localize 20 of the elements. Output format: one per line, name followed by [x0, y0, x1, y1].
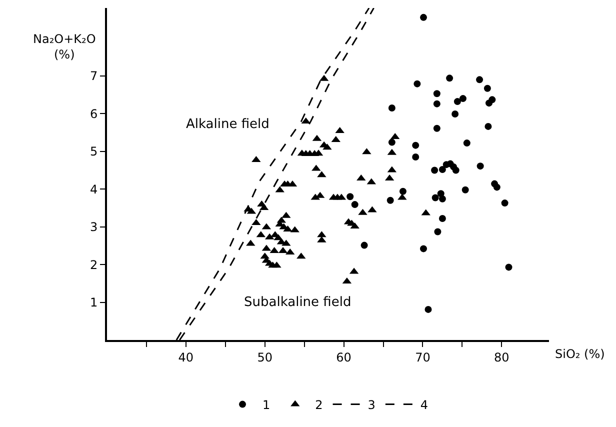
legend-label: 2	[315, 398, 323, 412]
y-tick-label: 3	[90, 220, 98, 234]
y-tick-label: 2	[90, 258, 98, 272]
x-tick-label: 40	[178, 350, 194, 364]
legend-label: 4	[420, 398, 428, 412]
annotation: Subalkaline field	[244, 295, 352, 310]
x-tick-label: 70	[415, 350, 430, 364]
y-tick-label: 4	[90, 182, 98, 196]
x-tick-label: 50	[257, 350, 272, 364]
x-axis-title: SiO₂ (%)	[555, 347, 605, 361]
x-tick-label: 80	[494, 350, 510, 364]
legend-label: 1	[262, 398, 270, 412]
y-axis-title: Na₂O+K₂O (%)	[33, 32, 96, 62]
y-tick-label: 7	[90, 69, 98, 84]
y-tick-label: 5	[90, 144, 98, 159]
y-tick-label: 1	[90, 295, 98, 310]
y-tick-label: 6	[90, 106, 98, 121]
legend-label: 3	[368, 398, 376, 412]
annotation: Alkaline field	[186, 117, 270, 132]
x-tick-label: 60	[336, 350, 352, 364]
